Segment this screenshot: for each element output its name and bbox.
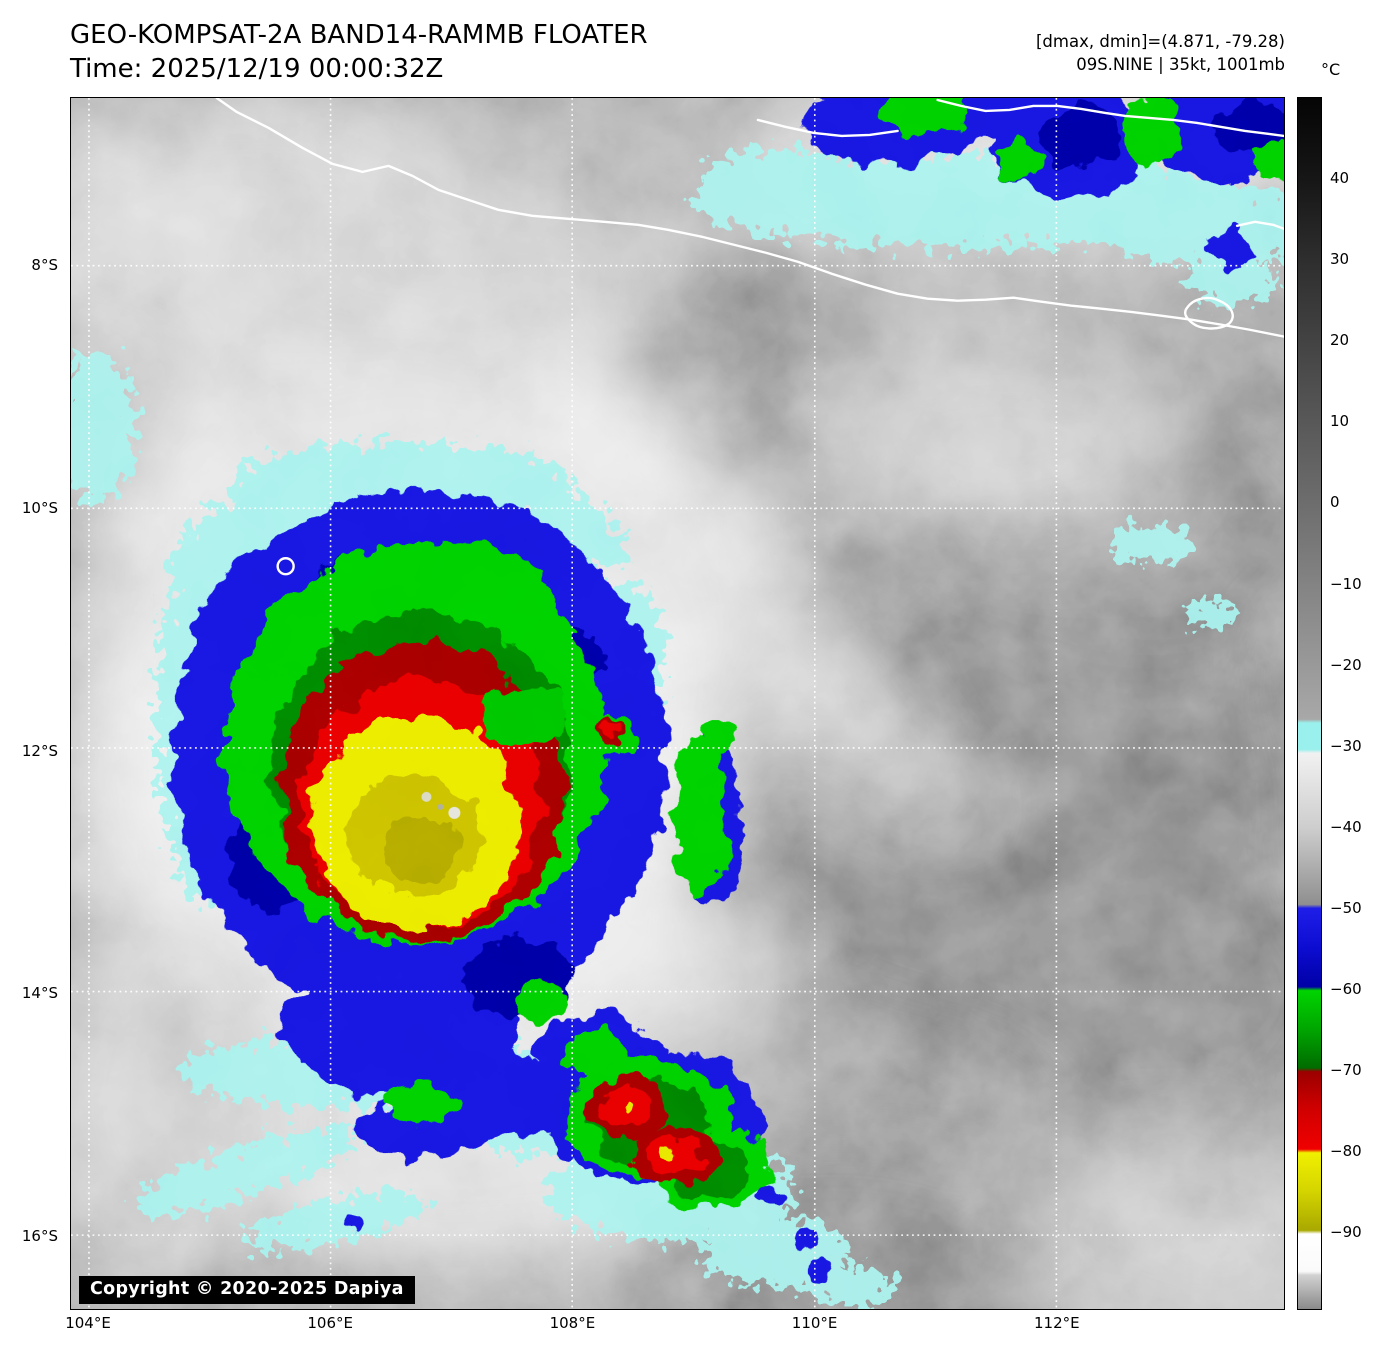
colorbar-tick-label: 30 xyxy=(1330,250,1350,269)
satellite-image xyxy=(71,98,1284,1309)
colorbar-tick-label: −80 xyxy=(1330,1142,1362,1161)
lon-tick-label: 106°E xyxy=(307,1314,353,1332)
colorbar-tick-label: 0 xyxy=(1330,493,1340,512)
colorbar-tick-label: −10 xyxy=(1330,574,1362,593)
lat-tick-label: 12°S xyxy=(21,741,58,760)
islet-outline xyxy=(276,557,295,576)
grid-lines xyxy=(71,98,1284,1309)
colorbar-tick-label: −60 xyxy=(1330,980,1362,998)
colorbar-tick-label: −30 xyxy=(1330,736,1362,755)
lat-axis: 8°S 10°S 12°S 14°S 16°S xyxy=(0,97,64,1310)
colorbar-ticks: 40 30 20 10 0 −10 −20 −30 −40 −50 −60 −70 −80 −90 xyxy=(1330,97,1386,1310)
dmax-dmin-annotation: [dmax, dmin]=(4.871, -79.28) xyxy=(1036,32,1285,51)
lon-tick-label: 112°E xyxy=(1033,1314,1080,1332)
lat-tick-label: 16°S xyxy=(21,1227,58,1245)
colorbar xyxy=(1297,97,1322,1310)
lat-tick-label: 8°S xyxy=(31,256,58,274)
coastline xyxy=(215,98,1284,576)
lat-tick-label: 10°S xyxy=(21,498,58,517)
colorbar-tick-label: 20 xyxy=(1330,331,1350,350)
colorbar-unit-label: °C xyxy=(1321,60,1341,79)
colorbar-tick-label: −50 xyxy=(1330,898,1362,917)
lat-tick-label: 14°S xyxy=(21,984,58,1003)
page-title: GEO-KOMPSAT-2A BAND14-RAMMB FLOATER xyxy=(70,20,648,50)
overlay-noise-texture xyxy=(71,98,1284,1309)
lon-tick-label: 108°E xyxy=(549,1314,596,1332)
storm-info-annotation: 09S.NINE | 35kt, 1001mb xyxy=(1076,55,1285,75)
colorbar-tick-label: −70 xyxy=(1330,1061,1362,1080)
lon-axis: 104°E 106°E 108°E 110°E 112°E xyxy=(65,1314,1285,1336)
island-outline xyxy=(1183,296,1234,330)
copyright-badge: Copyright © 2020-2025 Dapiya xyxy=(79,1276,415,1304)
annotation-block: [dmax, dmin]=(4.871, -79.28) 09S.NINE | … xyxy=(1036,30,1285,77)
lon-tick-label: 110°E xyxy=(791,1314,838,1332)
colorbar-tick-label: 40 xyxy=(1330,169,1350,187)
colorbar-tick-label: −90 xyxy=(1330,1223,1362,1242)
map-frame: Copyright © 2020-2025 Dapiya xyxy=(70,97,1285,1310)
timestamp: Time: 2025/12/19 00:00:32Z xyxy=(70,54,444,84)
colorbar-tick-label: −20 xyxy=(1330,655,1362,674)
colorbar-tick-label: −40 xyxy=(1330,817,1362,836)
colorbar-tick-label: 10 xyxy=(1330,412,1350,431)
lon-tick-label: 104°E xyxy=(65,1314,111,1332)
